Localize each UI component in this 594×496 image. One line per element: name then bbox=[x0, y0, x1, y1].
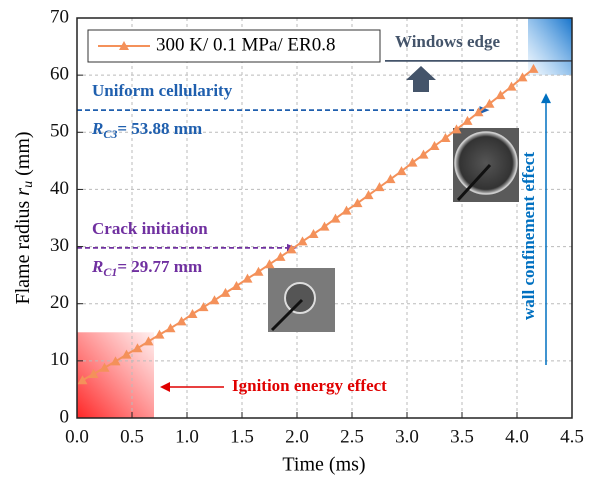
point bbox=[276, 252, 286, 261]
y-tick-label: 0 bbox=[60, 406, 70, 427]
y-axis-label: Flame radius ru (mm) bbox=[12, 131, 37, 304]
point bbox=[188, 309, 198, 318]
up-arrow bbox=[406, 66, 436, 92]
y-label-unit: (mm) bbox=[12, 131, 34, 180]
annotation: Windows edge bbox=[395, 32, 500, 51]
point bbox=[221, 288, 231, 297]
value-sub: C1 bbox=[103, 265, 117, 279]
page: 0.0 0.5 1.0 1.5 2.0 2.5 3.0 3.5 4.0 4.5 0 10 20 30 40 5… bbox=[0, 0, 594, 496]
point bbox=[309, 229, 319, 238]
y-tick-label: 50 bbox=[50, 121, 69, 142]
x-tick-label: 4.5 bbox=[560, 426, 584, 447]
y-label-sub: u bbox=[21, 181, 36, 188]
chart: 0.0 0.5 1.0 1.5 2.0 2.5 3.0 3.5 4.0 4.5 0 10 20 30 40 5… bbox=[0, 0, 594, 491]
x-tick-label: 4.0 bbox=[505, 426, 529, 447]
legend: 300 K/ 0.1 MPa/ ER0.8 bbox=[88, 30, 380, 62]
point bbox=[155, 330, 165, 339]
x-tick-label: 0.5 bbox=[120, 426, 144, 447]
annotation-value: RC1= 29.77 mm bbox=[91, 257, 202, 279]
point bbox=[177, 316, 187, 325]
y-tick-label: 10 bbox=[50, 349, 69, 370]
arrow-head bbox=[541, 93, 551, 103]
y-label-text: Flame radius bbox=[12, 196, 34, 305]
x-tick-label: 0.0 bbox=[65, 426, 89, 447]
value-rest: = 29.77 mm bbox=[117, 257, 202, 276]
point bbox=[342, 206, 352, 215]
point bbox=[232, 281, 242, 290]
legend-label: 300 K/ 0.1 MPa/ ER0.8 bbox=[156, 34, 335, 55]
x-axis-label: Time (ms) bbox=[282, 454, 365, 476]
x-tick-label: 3.0 bbox=[395, 426, 419, 447]
point bbox=[166, 323, 176, 332]
x-tick-label: 2.0 bbox=[285, 426, 309, 447]
point bbox=[210, 295, 220, 304]
y-tick-label: 60 bbox=[50, 64, 69, 85]
point bbox=[298, 236, 308, 245]
point bbox=[254, 267, 264, 276]
point bbox=[265, 259, 275, 268]
annotation-value: RC3= 53.88 mm bbox=[91, 119, 202, 141]
value-var: R bbox=[91, 257, 103, 276]
point bbox=[243, 274, 253, 283]
annotation: Crack initiation bbox=[92, 219, 208, 238]
y-tick-label: 30 bbox=[50, 235, 69, 256]
region-label: wall confinement effect bbox=[519, 152, 538, 320]
y-label-var: r bbox=[12, 188, 34, 196]
x-tick-label: 2.5 bbox=[340, 426, 364, 447]
x-tick-label: 1.0 bbox=[175, 426, 199, 447]
y-tick-label: 70 bbox=[50, 6, 69, 27]
annotation: Uniform cellularity bbox=[92, 81, 233, 100]
flame-photo bbox=[268, 268, 335, 332]
region-label: Ignition energy effect bbox=[232, 376, 387, 395]
x-tick-label: 1.5 bbox=[230, 426, 254, 447]
y-tick-label: 40 bbox=[50, 178, 69, 199]
flame-photo bbox=[453, 128, 519, 202]
x-tick-label: 3.5 bbox=[450, 426, 474, 447]
value-sub: C3 bbox=[103, 127, 117, 141]
y-tick-label: 20 bbox=[50, 292, 69, 313]
arrow-head bbox=[160, 382, 170, 392]
value-rest: = 53.88 mm bbox=[117, 119, 202, 138]
value-var: R bbox=[91, 119, 103, 138]
